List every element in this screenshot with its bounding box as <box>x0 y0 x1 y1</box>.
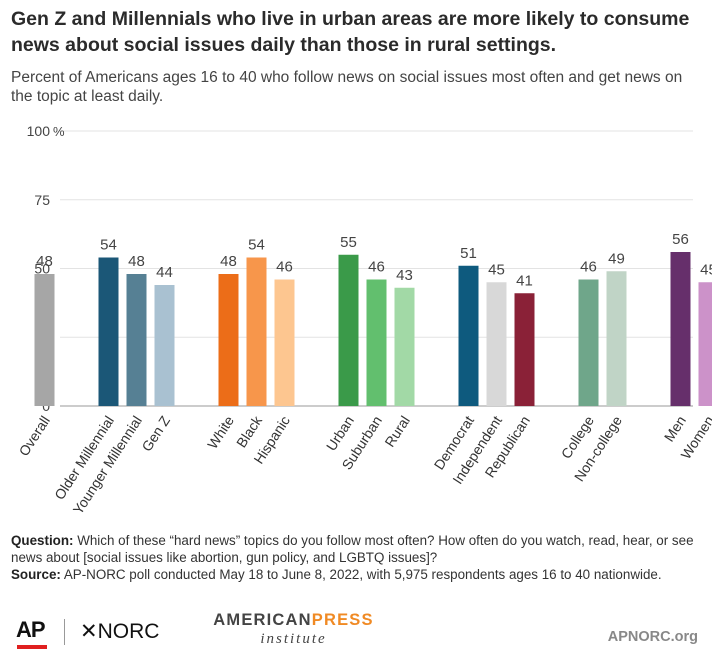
data-label: 54 <box>100 237 117 254</box>
data-label: 49 <box>608 250 625 267</box>
bar <box>98 257 119 406</box>
logo-strip: AP ✕NORC AMERICANPRESS institute APNORC.… <box>0 605 712 659</box>
category-label: White <box>204 413 237 452</box>
bar <box>578 279 599 406</box>
api-american: AMERICAN <box>213 611 312 629</box>
bar <box>218 274 239 406</box>
chart-title: Gen Z and Millennials who live in urban … <box>11 8 690 56</box>
source-note: Source: AP-NORC poll conducted May 18 to… <box>11 566 706 583</box>
bar <box>246 257 267 406</box>
data-label: 51 <box>460 245 477 262</box>
site-url: APNORC.org <box>607 629 698 645</box>
y-tick-label: 50 <box>34 261 50 277</box>
data-label: 55 <box>340 234 357 251</box>
y-tick-label: 100 <box>27 123 51 139</box>
footer-notes: Question: Which of these “hard news” top… <box>11 532 706 583</box>
data-label: 46 <box>276 259 293 276</box>
norc-mark-icon: ✕ <box>80 620 98 643</box>
api-press: PRESS <box>311 611 374 629</box>
data-label: 46 <box>580 259 597 276</box>
bar <box>126 274 147 406</box>
bar <box>274 279 295 406</box>
category-label: Gen Z <box>138 413 173 455</box>
ap-logo: AP <box>16 617 46 642</box>
american-press-institute-logo: AMERICANPRESS institute <box>206 611 381 648</box>
y-tick-label: 75 <box>34 192 50 208</box>
data-label: 48 <box>128 253 145 270</box>
category-label: Overall <box>15 413 53 459</box>
data-label: 56 <box>672 231 689 248</box>
source-label: Source: <box>11 567 61 582</box>
question-note: Question: Which of these “hard news” top… <box>11 532 706 566</box>
bar <box>154 285 175 406</box>
category-label: Men <box>661 413 689 445</box>
bar <box>366 279 387 406</box>
bar <box>458 265 479 406</box>
category-label: Rural <box>381 413 413 450</box>
chart-subtitle: Percent of Americans ages 16 to 40 who f… <box>11 69 683 105</box>
ap-logo-bar <box>17 645 47 649</box>
data-label: 45 <box>700 261 712 278</box>
bars <box>34 252 712 406</box>
bar <box>698 282 712 406</box>
data-label: 45 <box>488 261 505 278</box>
bar <box>34 274 55 406</box>
bar <box>338 254 359 406</box>
data-label: 41 <box>516 272 533 289</box>
bar <box>670 252 691 406</box>
y-unit-label: % <box>53 124 65 139</box>
api-institute: institute <box>260 631 327 647</box>
data-labels: 48 54 48 44 48 54 46 55 46 43 51 45 41 46 49 56 45 <box>36 231 712 289</box>
logo-divider <box>64 619 65 645</box>
data-label: 48 <box>36 253 53 270</box>
data-label: 44 <box>156 264 173 281</box>
bar <box>514 293 535 406</box>
bar <box>606 271 627 406</box>
norc-text: NORC <box>97 620 160 643</box>
bar <box>394 287 415 406</box>
bar <box>486 282 507 406</box>
question-label: Question: <box>11 533 74 548</box>
data-label: 48 <box>220 253 237 270</box>
source-text: AP-NORC poll conducted May 18 to June 8,… <box>60 567 662 582</box>
data-label: 54 <box>248 237 265 254</box>
norc-logo: ✕NORC <box>80 619 159 644</box>
question-text: Which of these “hard news” topics do you… <box>11 533 694 565</box>
data-label: 46 <box>368 259 385 276</box>
bar-chart: 0255075100% 4854484448544655464351454146… <box>15 123 712 517</box>
data-label: 43 <box>396 267 413 284</box>
